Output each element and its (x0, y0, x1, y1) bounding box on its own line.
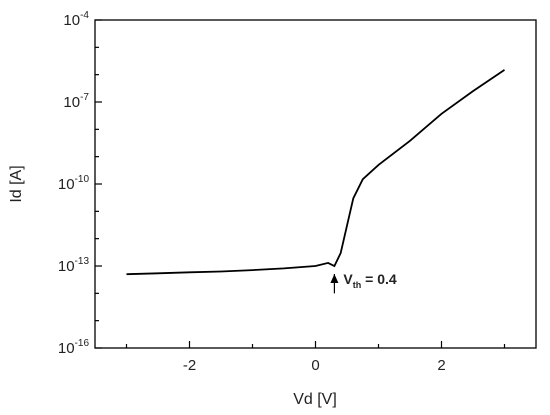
series-line (126, 69, 506, 276)
x-axis-ticks: -2 0 2 (125, 341, 506, 374)
y-tick-label: 10-7 (63, 92, 89, 111)
plot-frame (94, 19, 537, 349)
y-tick-label: 10-13 (58, 256, 90, 275)
annotation-arrowhead (330, 274, 339, 283)
x-axis-title: Vd [V] (293, 391, 337, 408)
y-tick-label: 10-16 (58, 338, 90, 357)
x-tick-label: 0 (311, 357, 319, 374)
y-axis-title: Id [A] (8, 165, 25, 202)
y-axis-ticks: 10-16 10-13 10-10 10-7 10-4 (58, 10, 102, 357)
x-tick-label: 2 (437, 357, 445, 374)
y-tick-label: 10-10 (58, 174, 90, 193)
vth-annotation: Vth = 0.4 (330, 271, 397, 294)
x-tick-label: -2 (183, 357, 196, 374)
annotation-label: Vth = 0.4 (343, 271, 396, 290)
y-tick-label: 10-4 (63, 10, 89, 29)
